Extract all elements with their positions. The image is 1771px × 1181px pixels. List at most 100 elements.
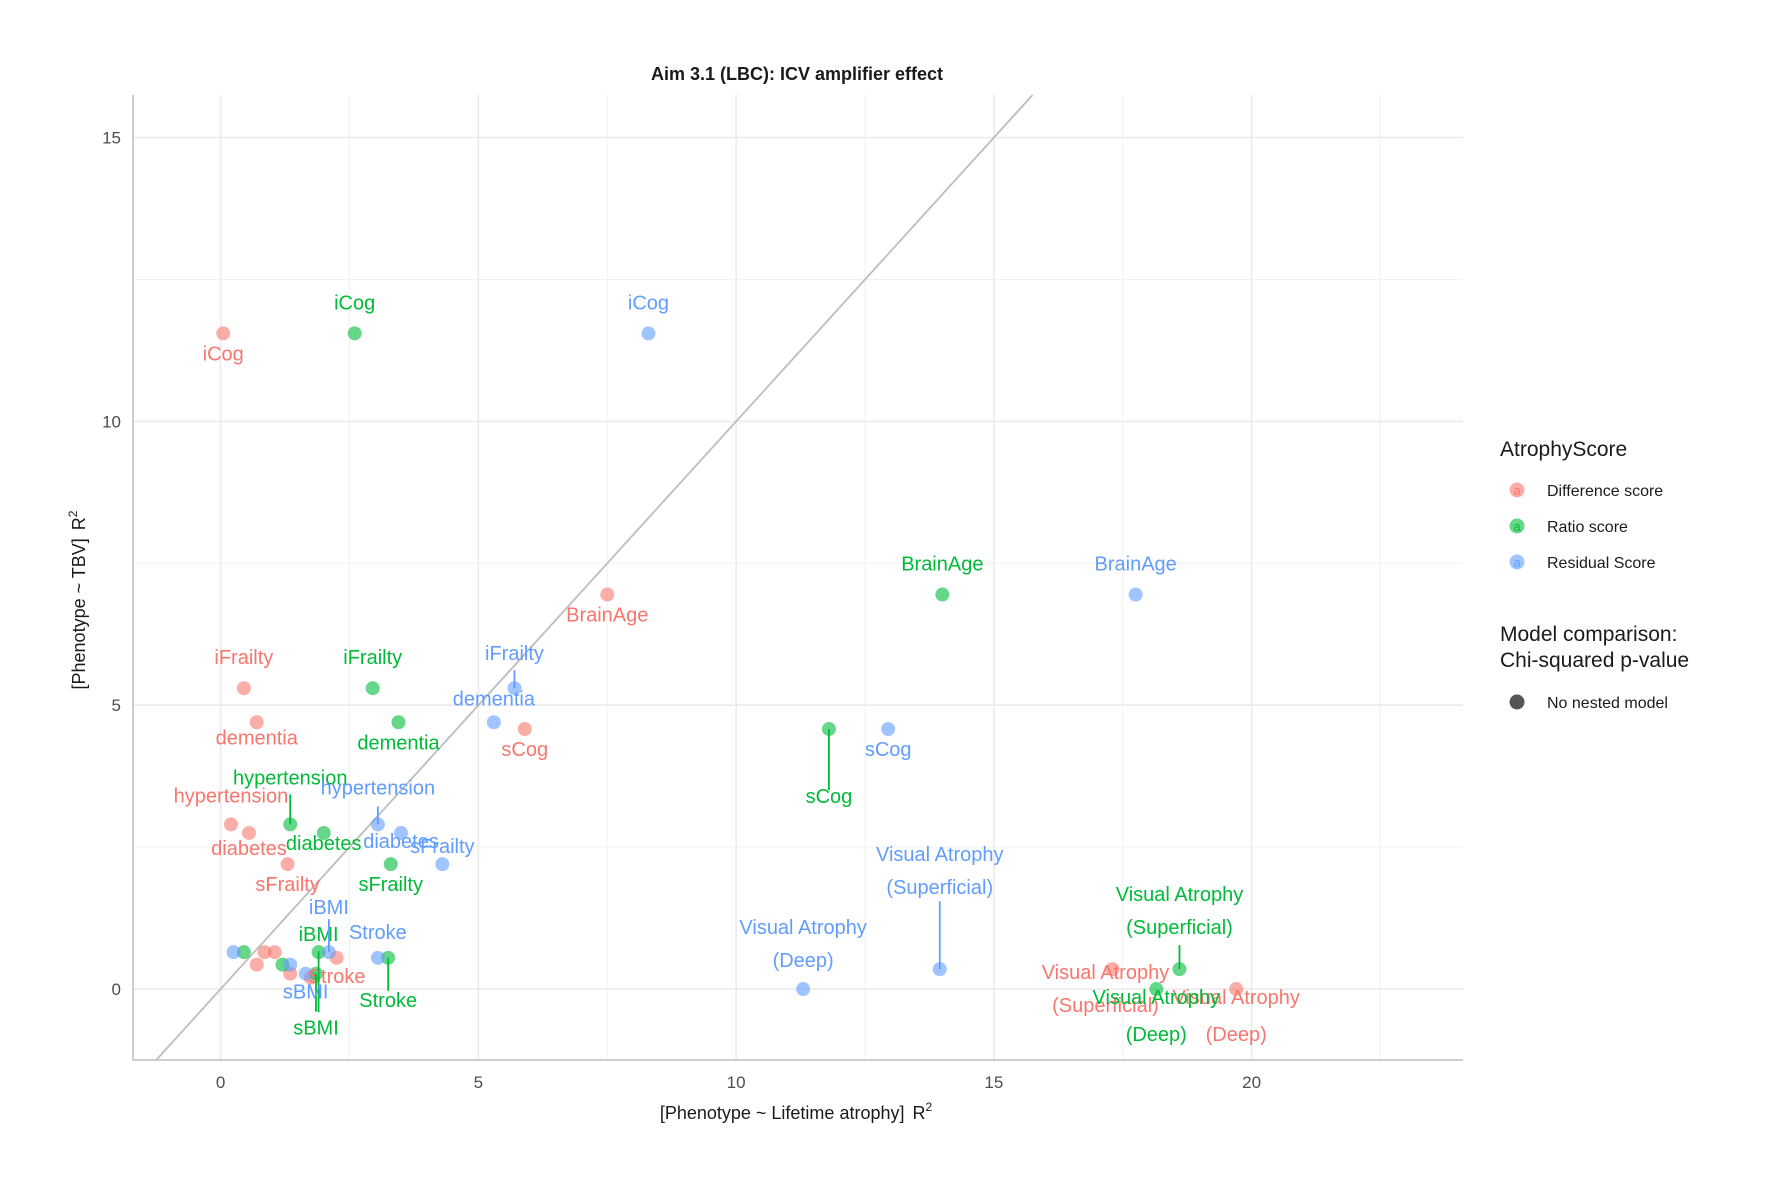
reference-line [155,94,1034,1061]
legend-size-title-line2: Chi-squared p-value [1500,649,1689,672]
data-point [641,326,656,341]
point-label: iFrailty [214,647,273,669]
data-point [347,326,362,341]
legend-key-glyph: a [1513,519,1521,534]
y-axis-r-symbol: R [69,517,89,530]
data-point [1149,982,1164,997]
data-point [486,715,501,730]
data-point [257,945,272,960]
point-label: Visual Atrophy [739,917,867,939]
legend-title: AtrophyScore [1500,438,1627,461]
legend-color-keys: a Difference score a Ratio score a Residual S… [1509,482,1663,572]
data-point [517,722,532,737]
point-label: (Superficial) [1126,917,1233,939]
data-point [1128,587,1143,602]
data-point [236,681,251,696]
data-point [316,825,331,840]
data-point [796,982,811,997]
legend-size-key [1509,694,1525,710]
data-point [241,825,256,840]
data-point [283,957,298,972]
point-label: (Superficial) [886,877,993,899]
y-tick-label: 15 [102,129,121,148]
legend-size-title-line1: Model comparison: [1500,623,1677,646]
point-label: BrainAge [901,554,983,576]
point-label: diabetes [211,838,287,860]
point-label: hypertension [174,785,289,807]
data-point [935,587,950,602]
legend-key-point [1509,482,1525,498]
data-point [223,817,238,832]
y-tick-label: 0 [112,980,121,999]
point-label: Visual Atrophy [1172,987,1300,1009]
y-tick-label: 5 [112,696,121,715]
point-label: Stroke [349,922,407,944]
point-label: sFrailty [410,836,474,858]
point-label: dementia [357,732,440,754]
point-label: hypertension [321,777,436,799]
data-point [280,857,295,872]
point-label: Stroke [308,966,366,988]
data-point [365,681,380,696]
point-label: iBMI [299,924,339,946]
data-points [216,326,1244,997]
legend-key-glyph: a [1513,555,1521,570]
point-label: sCog [501,739,548,761]
point-label: iCog [628,292,669,314]
x-tick-label: 5 [474,1073,483,1092]
data-point [370,950,385,965]
point-label: Visual Atrophy [1116,884,1244,906]
legend-entry-label: Ratio score [1547,519,1628,536]
data-point [267,945,282,960]
point-label: iFrailty [485,643,544,665]
chart-title: Aim 3.1 (LBC): ICV amplifier effect [651,64,943,84]
data-point [391,715,406,730]
point-label: iCog [203,343,244,365]
legend: AtrophyScore a Difference score a Ratio sco… [1500,438,1689,712]
identity-line [155,94,1034,1061]
x-tick-label: 20 [1242,1073,1261,1092]
point-label: sFrailty [255,874,319,896]
axes: 0 5 10 15 20 0 5 10 15 [102,95,1463,1092]
legend-key-point [1509,554,1525,570]
data-point [216,326,231,341]
point-label: sBMI [293,1018,339,1040]
point-label: sCog [806,786,853,808]
point-label: dementia [453,688,536,710]
point-label: hypertension [233,767,348,789]
x-axis-title: [Phenotype ~ Lifetime atrophy] R2 [660,1100,933,1123]
data-point [435,857,450,872]
point-label: (Deep) [1126,1024,1187,1046]
point-label: BrainAge [566,605,648,627]
y-axis-title-text: [Phenotype ~ TBV] [69,538,89,689]
data-point [249,957,264,972]
data-point [383,857,398,872]
x-tick-label: 15 [984,1073,1003,1092]
x-axis-title-text: [Phenotype ~ Lifetime atrophy] [660,1103,905,1123]
data-point [236,945,251,960]
x-axis-r-exponent: 2 [925,1100,932,1114]
point-label: Visual Atrophy [1093,987,1221,1009]
data-point [249,715,264,730]
point-label: BrainAge [1095,554,1177,576]
legend-entry-label: Difference score [1547,483,1663,500]
point-label: sCog [865,739,912,761]
data-point [226,945,241,960]
data-point [394,825,409,840]
point-label: Visual Atrophy [1042,962,1170,984]
point-label: iCog [334,292,375,314]
data-point [1229,982,1244,997]
point-label: Visual Atrophy [876,844,1004,866]
data-point [881,722,896,737]
y-axis-r-exponent: 2 [66,510,80,517]
x-tick-label: 0 [216,1073,225,1092]
point-label: sBMI [283,982,329,1004]
data-point [1105,962,1120,977]
point-label: (Superficial) [1052,995,1159,1017]
legend-entry-label: Residual Score [1547,555,1656,572]
point-label: sFrailty [359,874,423,896]
x-axis-r-symbol: R [912,1103,925,1123]
data-point [298,966,313,981]
x-tick-label: 10 [727,1073,746,1092]
